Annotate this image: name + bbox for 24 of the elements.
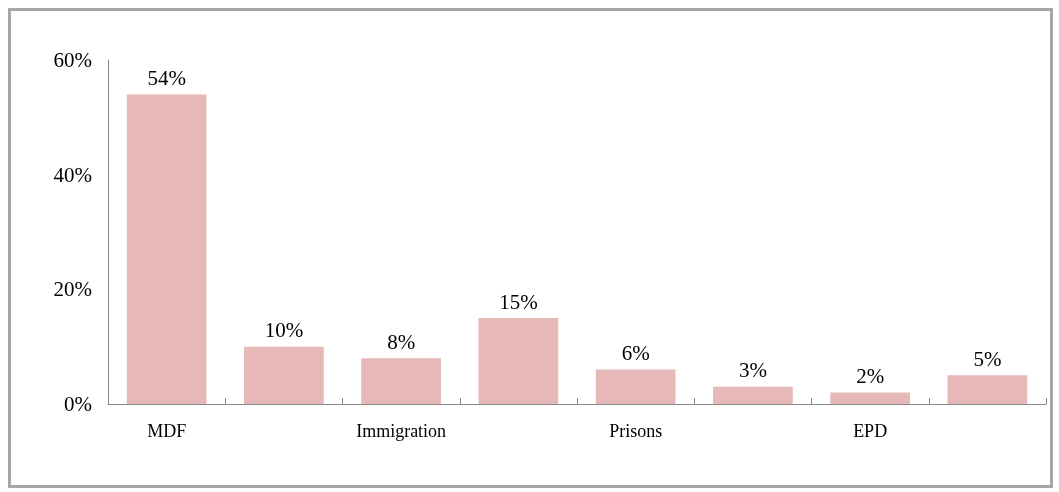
bar — [595, 369, 676, 404]
data-label: 10% — [264, 318, 304, 343]
y-tick-label: 60% — [53, 48, 92, 72]
y-tick-label: 0% — [64, 392, 92, 416]
bar — [830, 392, 910, 404]
data-label: 3% — [738, 358, 767, 383]
bar — [361, 358, 441, 404]
x-tick-label: Immigration — [356, 421, 447, 441]
data-label: 15% — [499, 289, 538, 314]
data-label: 6% — [621, 341, 650, 366]
y-tick-label: 20% — [53, 277, 92, 302]
y-tick-label: 40% — [53, 162, 92, 187]
data-label: 5% — [973, 346, 1002, 371]
bar — [478, 318, 559, 404]
data-label: 2% — [856, 364, 885, 389]
bar — [244, 346, 324, 404]
bar — [713, 386, 793, 404]
data-label: 8% — [387, 329, 416, 354]
x-tick-label: Prisons — [609, 421, 663, 441]
x-tick-label: EPD — [853, 421, 888, 441]
bar — [947, 375, 1028, 404]
bar — [126, 94, 207, 404]
x-tick-label: MDF — [147, 421, 187, 441]
data-label: 54% — [147, 65, 186, 90]
